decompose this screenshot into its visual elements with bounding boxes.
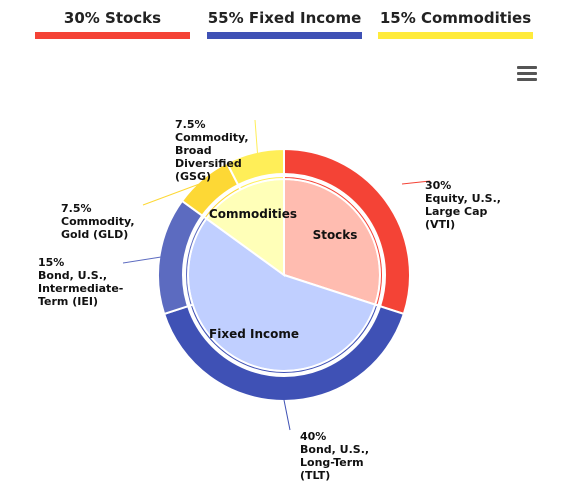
- outer-label-connector: [283, 399, 291, 431]
- outer-slice-label: Bond, U.S.,: [300, 443, 369, 456]
- outer-slice-label: Commodity,: [61, 215, 135, 228]
- outer-slice-label: (GSG): [175, 170, 211, 183]
- outer-slice-label: Gold (GLD): [61, 228, 128, 241]
- legend-label: 15% Commodities: [379, 9, 532, 27]
- legend-item-fixed-income[interactable]: 55% Fixed Income: [207, 8, 362, 39]
- outer-label-connector: [401, 180, 431, 185]
- legend-label: 55% Fixed Income: [207, 9, 362, 27]
- outer-slice-label: 7.5%: [61, 202, 92, 215]
- outer-slice-label: Intermediate-: [38, 282, 123, 295]
- legend-color-bar: [35, 32, 190, 39]
- outer-label-connector: [122, 256, 162, 264]
- outer-slice-label: Term (IEI): [38, 295, 98, 308]
- hamburger-menu-icon[interactable]: [517, 66, 537, 82]
- outer-slice-label: 15%: [38, 256, 64, 269]
- legend-item-stocks[interactable]: 30% Stocks: [35, 8, 190, 39]
- outer-slice-label: 30%: [425, 179, 451, 192]
- outer-slice-label: Commodity,: [175, 131, 249, 144]
- legend-item-commodities[interactable]: 15% Commodities: [378, 8, 533, 39]
- outer-slice-label: (VTI): [425, 218, 455, 231]
- outer-slice-label: Bond, U.S.,: [38, 269, 107, 282]
- legend-label: 30% Stocks: [63, 9, 162, 27]
- ring-gap: [182, 173, 386, 377]
- outer-slice-label: Long-Term: [300, 456, 364, 469]
- outer-slice-label: 7.5%: [175, 118, 206, 131]
- outer-slice-label: Large Cap: [425, 205, 488, 218]
- legend-color-bar: [207, 32, 362, 39]
- inner-slice-label: Fixed Income: [209, 327, 299, 341]
- inner-slice-label: Stocks: [313, 228, 358, 242]
- outer-slice-label: Diversified: [175, 157, 242, 170]
- outer-slice-label: Equity, U.S.,: [425, 192, 501, 205]
- outer-slice-label: (TLT): [300, 469, 330, 482]
- outer-slice-label: Broad: [175, 144, 212, 157]
- outer-slice-label: 40%: [300, 430, 326, 443]
- outer-label-connector: [254, 119, 259, 161]
- legend: 30% Stocks 55% Fixed Income 15% Commodit…: [0, 0, 563, 45]
- legend-color-bar: [378, 32, 533, 39]
- inner-slice-label: Commodities: [209, 207, 297, 221]
- outer-ring-slice: [225, 147, 285, 191]
- outer-label-connector: [142, 182, 203, 206]
